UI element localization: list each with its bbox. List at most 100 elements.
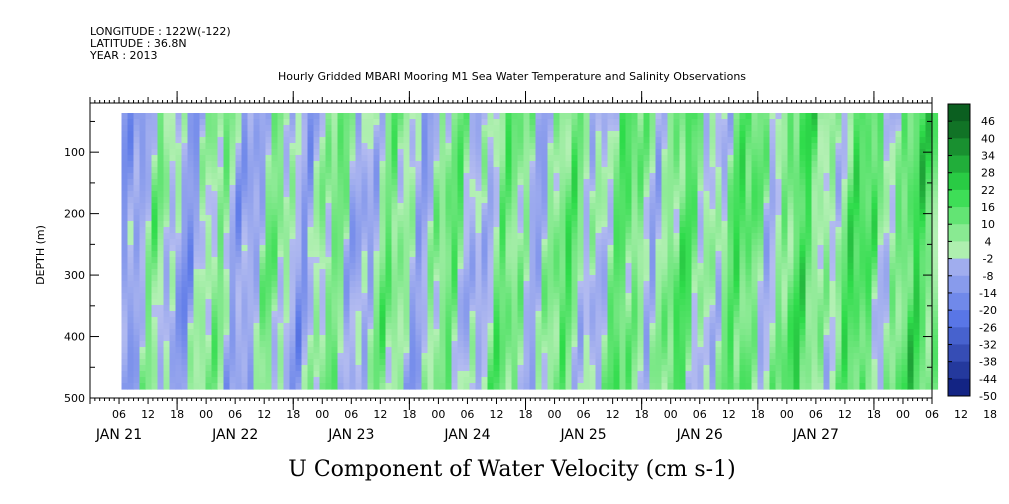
heatmap-cell	[289, 305, 297, 312]
heatmap-cell	[133, 311, 141, 318]
heatmap-cell	[169, 281, 177, 288]
heatmap-cell	[667, 251, 675, 258]
heatmap-cell	[655, 179, 663, 186]
heatmap-cell	[373, 371, 381, 378]
heatmap-cell	[601, 287, 609, 294]
heatmap-cell	[139, 359, 147, 366]
heatmap-cell	[661, 215, 669, 222]
heatmap-cell	[205, 341, 213, 348]
heatmap-cell	[697, 173, 705, 180]
heatmap-cell	[259, 329, 267, 336]
heatmap-cell	[361, 293, 369, 300]
heatmap-cell	[175, 317, 183, 324]
heatmap-cell	[289, 119, 297, 126]
heatmap-cell	[391, 233, 399, 240]
heatmap-cell	[487, 203, 495, 210]
heatmap-cell	[283, 299, 291, 306]
heatmap-cell	[301, 137, 309, 144]
heatmap-cell	[157, 251, 165, 258]
heatmap-cell	[709, 179, 717, 186]
heatmap-cell	[151, 329, 159, 336]
heatmap-cell	[241, 353, 249, 360]
heatmap-cell	[139, 365, 147, 372]
heatmap-cell	[385, 215, 393, 222]
heatmap-cell	[289, 347, 297, 354]
heatmap-cell	[139, 185, 147, 192]
heatmap-cell	[709, 227, 717, 234]
heatmap-cell	[523, 329, 531, 336]
heatmap-cell	[613, 311, 621, 318]
heatmap-cell	[733, 173, 741, 180]
heatmap-cell	[223, 149, 231, 156]
heatmap-cell	[121, 209, 129, 216]
heatmap-cell	[451, 329, 459, 336]
heatmap-cell	[259, 251, 267, 258]
heatmap-cell	[607, 227, 615, 234]
heatmap-cell	[709, 161, 717, 168]
heatmap-cell	[589, 233, 597, 240]
heatmap-cell	[469, 323, 477, 330]
heatmap-cell	[373, 185, 381, 192]
heatmap-cell	[421, 191, 429, 198]
heatmap-cell	[187, 197, 195, 204]
heatmap-cell	[577, 341, 585, 348]
heatmap-cell	[703, 251, 711, 258]
heatmap-cell	[583, 113, 591, 120]
heatmap-cell	[127, 323, 135, 330]
heatmap-cell	[607, 137, 615, 144]
heatmap-cell	[673, 233, 681, 240]
heatmap-cell	[343, 173, 351, 180]
heatmap-cell	[697, 341, 705, 348]
heatmap-cell	[691, 329, 699, 336]
heatmap-cell	[205, 131, 213, 138]
heatmap-cell	[193, 239, 201, 246]
heatmap-cell	[763, 197, 771, 204]
heatmap-cell	[469, 119, 477, 126]
heatmap-cell	[763, 299, 771, 306]
heatmap-cell	[475, 269, 483, 276]
heatmap-cell	[223, 365, 231, 372]
heatmap-cell	[235, 167, 243, 174]
heatmap-cell	[625, 377, 633, 384]
heatmap-cell	[289, 263, 297, 270]
heatmap-cell	[169, 143, 177, 150]
heatmap-cell	[217, 317, 225, 324]
heatmap-cell	[151, 335, 159, 342]
heatmap-cell	[763, 377, 771, 384]
heatmap-cell	[313, 383, 321, 390]
heatmap-cell	[247, 359, 255, 366]
heatmap-cell	[343, 113, 351, 120]
heatmap-cell	[547, 155, 555, 162]
heatmap-cell	[499, 209, 507, 216]
heatmap-cell	[205, 191, 213, 198]
heatmap-cell	[733, 293, 741, 300]
heatmap-cell	[181, 383, 189, 390]
heatmap-cell	[685, 347, 693, 354]
heatmap-cell	[205, 347, 213, 354]
heatmap-cell	[127, 335, 135, 342]
heatmap-cell	[457, 191, 465, 198]
heatmap-cell	[247, 233, 255, 240]
heatmap-cell	[325, 233, 333, 240]
heatmap-cell	[679, 257, 687, 264]
heatmap-cell	[463, 287, 471, 294]
heatmap-cell	[607, 305, 615, 312]
heatmap-cell	[151, 371, 159, 378]
heatmap-cell	[301, 287, 309, 294]
heatmap-cell	[601, 371, 609, 378]
heatmap-cell	[121, 179, 129, 186]
heatmap-cell	[283, 377, 291, 384]
heatmap-cell	[517, 161, 525, 168]
heatmap-cell	[445, 119, 453, 126]
heatmap-cell	[271, 191, 279, 198]
heatmap-cell	[343, 329, 351, 336]
heatmap-cell	[415, 275, 423, 282]
heatmap-cell	[175, 209, 183, 216]
heatmap-cell	[145, 263, 153, 270]
heatmap-cell	[349, 239, 357, 246]
heatmap-cell	[331, 167, 339, 174]
heatmap-cell	[685, 137, 693, 144]
heatmap-cell	[535, 239, 543, 246]
heatmap-cell	[133, 221, 141, 228]
heatmap-cell	[517, 203, 525, 210]
